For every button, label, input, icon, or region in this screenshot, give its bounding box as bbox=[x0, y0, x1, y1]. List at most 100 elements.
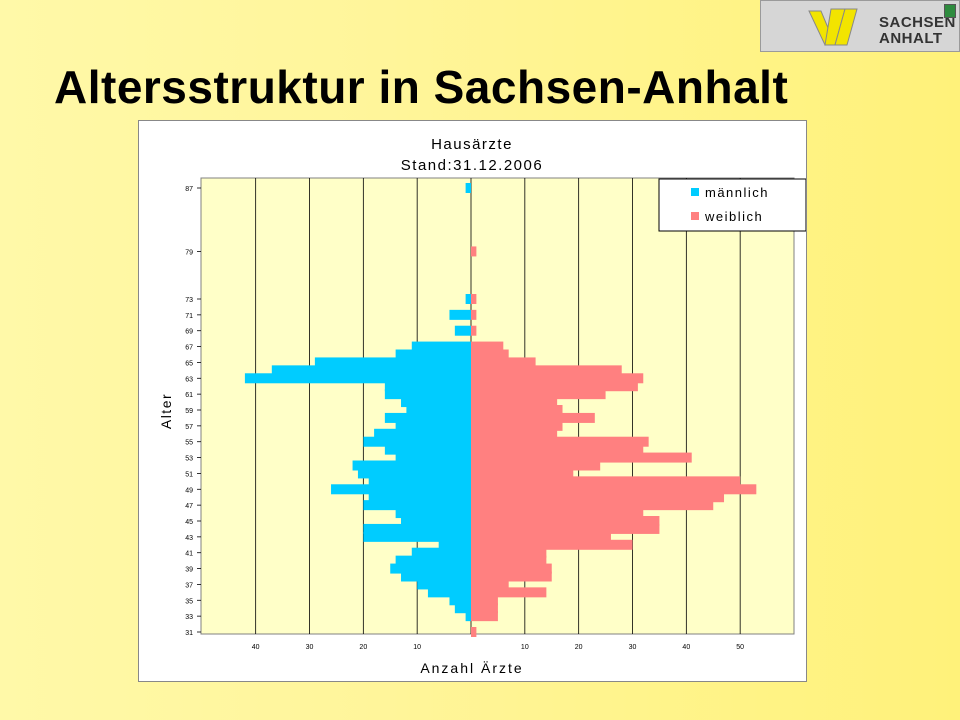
bar-weiblich-34 bbox=[471, 603, 498, 614]
bar-männlich-53 bbox=[395, 452, 471, 463]
y-tick-label: 35 bbox=[185, 598, 193, 605]
bar-männlich-35 bbox=[449, 595, 471, 606]
legend: männlich weiblich bbox=[658, 178, 807, 232]
bar-weiblich-58 bbox=[471, 412, 595, 423]
x-tick-label: 10 bbox=[413, 644, 421, 651]
y-tick-label: 33 bbox=[185, 614, 193, 621]
bar-männlich-49 bbox=[331, 484, 471, 495]
bar-weiblich-51 bbox=[471, 468, 574, 479]
bar-männlich-58 bbox=[384, 412, 471, 423]
logo-mark-icon bbox=[808, 8, 858, 47]
bar-männlich-33 bbox=[465, 611, 471, 622]
y-tick-label: 41 bbox=[185, 551, 193, 558]
bar-männlich-47 bbox=[363, 500, 471, 511]
bar-weiblich-50 bbox=[471, 476, 741, 487]
logo-text: SACHSEN ANHALT bbox=[879, 15, 956, 47]
bar-männlich-63 bbox=[244, 373, 471, 384]
x-tick-label: 20 bbox=[575, 644, 583, 651]
bar-weiblich-54 bbox=[471, 444, 644, 455]
bar-männlich-48 bbox=[368, 492, 471, 503]
bar-männlich-67 bbox=[411, 341, 471, 352]
chart-title: Hausärzte bbox=[431, 136, 513, 153]
bar-weiblich-56 bbox=[471, 428, 558, 439]
bar-männlich-51 bbox=[357, 468, 471, 479]
bar-weiblich-37 bbox=[471, 579, 509, 590]
bar-weiblich-53 bbox=[471, 452, 692, 463]
y-tick-label: 47 bbox=[185, 503, 193, 510]
bar-weiblich-36 bbox=[471, 587, 547, 598]
y-tick-labels: 87 79 73 71 69 67 65 63 61 59 57 55 53 51 49 47 45 43 41 39… bbox=[185, 186, 201, 637]
bars-group bbox=[244, 183, 757, 637]
bar-weiblich-57 bbox=[471, 420, 563, 431]
bar-weiblich-42 bbox=[471, 539, 633, 550]
bar-weiblich-60 bbox=[471, 397, 558, 408]
chart-subtitle: Stand:31.12.2006 bbox=[401, 157, 543, 174]
y-tick-label: 59 bbox=[185, 408, 193, 415]
legend-swatch-weiblich bbox=[691, 212, 699, 220]
bar-männlich-46 bbox=[395, 508, 471, 519]
bar-weiblich-33 bbox=[471, 611, 498, 622]
x-tick-label: 40 bbox=[252, 644, 260, 651]
bar-männlich-39 bbox=[390, 563, 471, 574]
bar-männlich-65 bbox=[314, 357, 471, 368]
bar-weiblich-44 bbox=[471, 523, 660, 534]
population-pyramid-chart: Hausärzte Stand:31.12.2006 87 79 73 71 69 67 6… bbox=[158, 136, 807, 676]
bar-weiblich-71 bbox=[471, 309, 477, 320]
coat-of-arms-icon bbox=[944, 4, 956, 18]
y-tick-label: 61 bbox=[185, 392, 193, 399]
y-tick-label: 37 bbox=[185, 582, 193, 589]
x-axis-label: Anzahl Ärzte bbox=[420, 660, 523, 676]
x-tick-label: 40 bbox=[682, 644, 690, 651]
bar-weiblich-55 bbox=[471, 436, 649, 447]
bar-weiblich-41 bbox=[471, 547, 547, 558]
bar-männlich-43 bbox=[363, 531, 471, 542]
legend-swatch-maennlich bbox=[691, 188, 699, 196]
y-tick-label: 73 bbox=[185, 297, 193, 304]
bar-männlich-38 bbox=[401, 571, 471, 582]
bar-weiblich-52 bbox=[471, 460, 601, 471]
bar-weiblich-46 bbox=[471, 508, 644, 519]
bar-männlich-34 bbox=[454, 603, 471, 614]
x-tick-label: 30 bbox=[629, 644, 637, 651]
bar-weiblich-48 bbox=[471, 492, 725, 503]
bar-männlich-56 bbox=[374, 428, 471, 439]
bar-weiblich-49 bbox=[471, 484, 757, 495]
bar-männlich-50 bbox=[368, 476, 471, 487]
slide-title: Altersstruktur in Sachsen-Anhalt bbox=[54, 61, 789, 113]
logo-text-line2: ANHALT bbox=[879, 30, 943, 47]
bar-männlich-36 bbox=[427, 587, 471, 598]
y-tick-label: 65 bbox=[185, 360, 193, 367]
chart-frame: Hausärzte Stand:31.12.2006 87 79 73 71 69 67 6… bbox=[138, 120, 807, 682]
bar-weiblich-47 bbox=[471, 500, 714, 511]
y-tick-label: 51 bbox=[185, 471, 193, 478]
bar-weiblich-31 bbox=[471, 627, 477, 637]
bar-männlich-40 bbox=[395, 555, 471, 566]
y-tick-label: 87 bbox=[185, 186, 193, 193]
bar-männlich-60 bbox=[401, 397, 471, 408]
logo-text-line1: SACHSEN bbox=[879, 14, 956, 31]
bar-männlich-69 bbox=[454, 325, 471, 336]
legend-box bbox=[658, 178, 807, 232]
bar-männlich-41 bbox=[411, 547, 471, 558]
bar-weiblich-43 bbox=[471, 531, 611, 542]
bar-weiblich-40 bbox=[471, 555, 547, 566]
bar-männlich-42 bbox=[438, 539, 471, 550]
bar-männlich-57 bbox=[395, 420, 471, 431]
y-tick-label: 71 bbox=[185, 313, 193, 320]
bar-männlich-73 bbox=[465, 294, 471, 304]
bar-männlich-64 bbox=[271, 365, 471, 376]
y-tick-label: 49 bbox=[185, 487, 193, 494]
bar-weiblich-39 bbox=[471, 563, 552, 574]
y-tick-label: 53 bbox=[185, 456, 193, 463]
bar-weiblich-61 bbox=[471, 389, 606, 400]
bar-männlich-44 bbox=[363, 523, 471, 534]
bar-weiblich-62 bbox=[471, 381, 638, 392]
x-tick-label: 10 bbox=[521, 644, 529, 651]
y-tick-label: 79 bbox=[185, 249, 193, 256]
bar-weiblich-73 bbox=[471, 294, 477, 304]
legend-label-maennlich: männlich bbox=[705, 185, 769, 200]
bar-weiblich-64 bbox=[471, 365, 622, 376]
bar-weiblich-35 bbox=[471, 595, 498, 606]
y-tick-label: 63 bbox=[185, 376, 193, 383]
bar-weiblich-38 bbox=[471, 571, 552, 582]
